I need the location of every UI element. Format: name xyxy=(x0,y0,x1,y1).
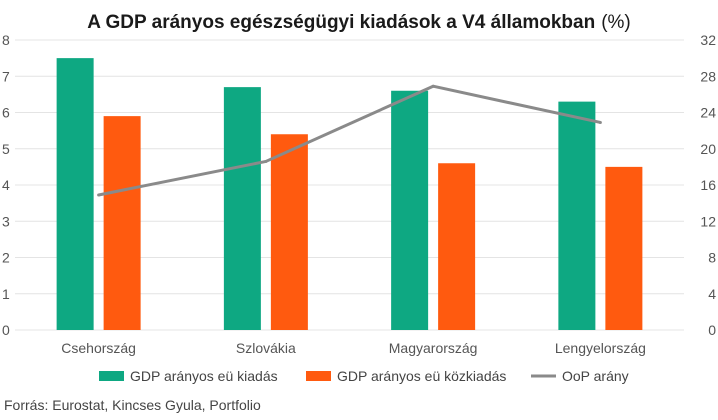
bars xyxy=(56,58,643,330)
y-right-tick-label: 32 xyxy=(700,32,716,48)
oop-line xyxy=(98,84,601,197)
y-right-tick-label: 16 xyxy=(700,177,716,193)
y-left-tick-label: 5 xyxy=(2,141,10,157)
y-left-tick-label: 3 xyxy=(2,213,10,229)
bar-public-1 xyxy=(103,116,141,330)
chart-title-unit: (%) xyxy=(601,12,631,33)
x-category-label: Magyarország xyxy=(389,340,478,356)
oop-point-4 xyxy=(598,120,602,124)
x-category-label: Lengyelország xyxy=(555,340,646,356)
y-axis-right: 0 4 8 12 16 20 24 28 32 xyxy=(700,32,716,338)
oop-point-3 xyxy=(431,84,435,88)
x-category-label: Csehország xyxy=(61,340,136,356)
legend-swatch-2 xyxy=(306,371,331,381)
chart-title-line: A GDP arányos egészségügyi kiadások a V4… xyxy=(87,12,631,33)
bar-public-4 xyxy=(605,166,643,330)
y-right-tick-label: 28 xyxy=(700,68,716,84)
x-category-label: Szlovákia xyxy=(236,340,296,356)
bar-total-2 xyxy=(223,87,261,330)
legend-label-2: GDP arányos eü közkiadás xyxy=(337,368,506,384)
y-right-tick-label: 20 xyxy=(700,141,716,157)
y-left-tick-label: 8 xyxy=(2,32,10,48)
legend-label-3: OoP arány xyxy=(562,368,629,384)
y-left-tick-label: 6 xyxy=(2,105,10,121)
y-right-tick-label: 8 xyxy=(708,250,716,266)
bar-total-3 xyxy=(391,90,429,330)
source-note: Forrás: Eurostat, Kincses Gyula, Portfol… xyxy=(4,397,261,413)
oop-point-1 xyxy=(97,193,101,197)
legend-swatch-1 xyxy=(99,371,124,381)
chart-title: A GDP arányos egészségügyi kiadások a V4… xyxy=(87,12,595,33)
bar-total-1 xyxy=(56,58,94,330)
x-axis-categories: Csehország Szlovákia Magyarország Lengyelor… xyxy=(61,340,646,356)
y-left-tick-label: 2 xyxy=(2,250,10,266)
y-left-tick-label: 1 xyxy=(2,286,10,302)
bar-total-4 xyxy=(558,101,596,330)
y-left-tick-label: 4 xyxy=(2,177,10,193)
y-right-tick-label: 4 xyxy=(708,286,716,302)
legend-label-1: GDP arányos eü kiadás xyxy=(130,368,278,384)
y-left-tick-label: 7 xyxy=(2,68,10,84)
y-right-tick-label: 0 xyxy=(708,322,716,338)
line-series xyxy=(97,84,602,197)
y-right-tick-label: 12 xyxy=(700,213,716,229)
oop-point-2 xyxy=(264,159,268,163)
bar-public-2 xyxy=(270,134,308,330)
y-left-tick-label: 0 xyxy=(2,322,10,338)
legend: GDP arányos eü kiadás GDP arányos eü közk… xyxy=(99,368,629,384)
y-right-tick-label: 24 xyxy=(700,105,716,121)
y-axis-left: 0 1 2 3 4 5 6 7 8 xyxy=(2,32,10,338)
bar-public-3 xyxy=(438,163,476,330)
